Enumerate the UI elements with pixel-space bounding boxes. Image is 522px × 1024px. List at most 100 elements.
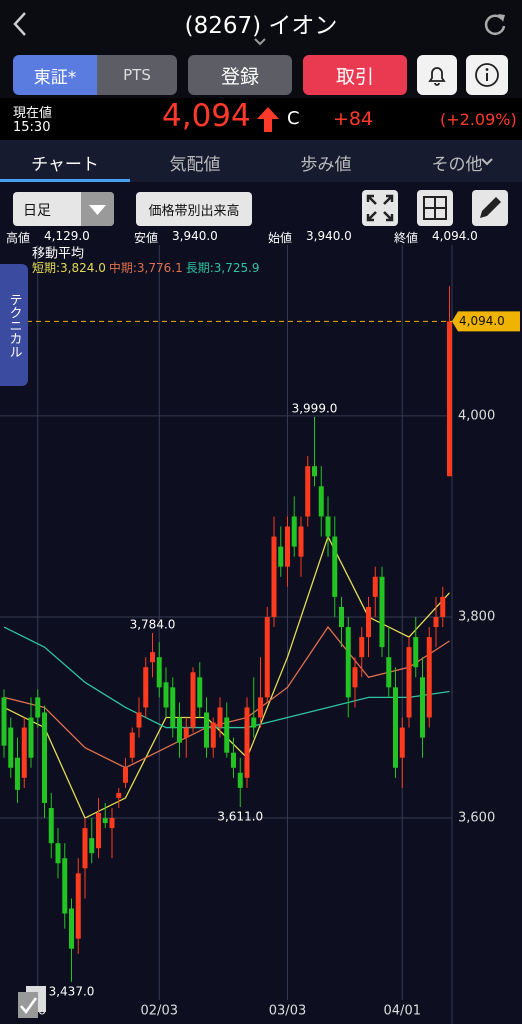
last-price-tag <box>452 311 520 332</box>
tab[interactable]: 歩み値 <box>300 154 352 175</box>
candle-body <box>278 546 284 567</box>
pts-button[interactable]: PTS <box>97 55 177 95</box>
up-arrow <box>257 107 279 132</box>
price-flag: C <box>287 108 300 129</box>
high-low-label: 3,611.0 <box>217 809 263 823</box>
ohlc-value: 3,940.0 <box>172 229 218 243</box>
candle-body <box>109 818 115 829</box>
candle-body <box>96 813 101 849</box>
market-button[interactable]: 東証* <box>13 55 97 95</box>
chart: 移動平均 3,6003,8004,0000602/0303/0304/01短期:… <box>0 245 520 1024</box>
title-chevron[interactable] <box>253 37 267 47</box>
alert-button[interactable] <box>417 55 457 95</box>
candle-body <box>15 757 20 790</box>
candle-body <box>345 627 351 698</box>
title: (8267) イオン <box>184 13 338 39</box>
x-tick-label: 02/03 <box>141 1004 178 1019</box>
candle-body <box>413 637 419 668</box>
fullscreen-icon <box>366 194 394 222</box>
candle-body <box>55 843 61 864</box>
period-select[interactable]: 日足 <box>13 192 114 226</box>
trade-button[interactable]: 取引 <box>303 55 407 95</box>
ohlc-label: 始値 <box>268 231 293 245</box>
candle-body <box>217 707 223 728</box>
candle-body <box>366 606 371 638</box>
change: +84 <box>333 108 374 130</box>
info-button[interactable] <box>466 55 508 95</box>
candle-body <box>291 516 297 547</box>
volume-profile-button[interactable]: 価格帯別出来高 <box>136 192 252 226</box>
back-button[interactable] <box>10 10 30 38</box>
candle-body <box>35 697 41 718</box>
candle-body <box>210 722 216 748</box>
candle-body <box>183 727 189 738</box>
quote-row: 現在値 15:30 4,094 C +84 (+2.09%) <box>0 98 522 140</box>
pencil-icon <box>480 197 501 218</box>
candle-body <box>156 657 162 688</box>
change-pct: (+2.09%) <box>440 110 517 129</box>
legend-entry: 短期:3,824.0 <box>32 261 106 275</box>
refresh-button[interactable] <box>482 11 508 37</box>
dropdown <box>81 192 114 226</box>
tab-bar <box>0 140 522 182</box>
candle-body <box>42 712 47 803</box>
candle-body <box>399 727 405 758</box>
candle-body <box>251 717 257 728</box>
header: (8267) イオン <box>0 0 522 50</box>
candle-body <box>224 717 230 753</box>
x-tick-label: 04/01 <box>384 1004 421 1019</box>
candle-body <box>258 697 263 718</box>
high-low-label: 3,437.0 <box>49 984 95 998</box>
candle-body <box>271 536 277 617</box>
candle-body <box>447 321 452 477</box>
tab-indicator <box>0 179 130 182</box>
y-tick-label: 4,000 <box>458 408 495 423</box>
candle-body <box>433 616 439 628</box>
candle-body <box>244 707 250 778</box>
draw-button[interactable] <box>472 190 508 226</box>
candle-body <box>285 526 290 567</box>
candle-body <box>440 596 446 617</box>
ohlc-label: 高値 <box>6 231 31 245</box>
candle-body <box>264 616 270 698</box>
fullscreen-button[interactable] <box>362 190 398 226</box>
technical-tab[interactable]: テクニカル <box>0 264 28 386</box>
candle-body <box>28 717 34 758</box>
quote-time: 15:30 <box>13 120 51 135</box>
quote-label: 現在値 <box>13 106 53 121</box>
candle-body <box>21 727 27 778</box>
bell-icon <box>428 67 446 86</box>
candle-body <box>339 606 344 628</box>
candle-body <box>197 677 203 708</box>
tab[interactable]: その他 <box>431 154 483 175</box>
tab-chevron <box>481 158 493 166</box>
candle-body <box>318 486 324 517</box>
candle-body <box>69 908 74 949</box>
candle-body <box>386 657 392 688</box>
dropdown-arrow <box>89 205 106 215</box>
candle-body <box>48 807 54 844</box>
candle-body <box>116 792 122 798</box>
tab[interactable]: チャート <box>31 154 99 175</box>
candle-body <box>305 466 311 517</box>
register-button[interactable]: 登録 <box>188 55 292 95</box>
tab[interactable]: 気配値 <box>169 154 221 175</box>
ohlc-value: 3,940.0 <box>306 229 352 243</box>
candle-body <box>136 712 142 728</box>
last-price-label: 4,094.0 <box>459 314 505 328</box>
high-low-label: 3,784.0 <box>130 618 176 632</box>
high-low-label: 3,999.0 <box>292 401 338 415</box>
layout-button[interactable] <box>417 190 453 226</box>
candle-body <box>237 772 243 788</box>
y-tick-label: 3,800 <box>458 609 495 624</box>
candle-body <box>231 752 236 768</box>
candle-body <box>372 576 378 597</box>
candle-body <box>204 712 209 748</box>
candle-body <box>62 858 68 914</box>
y-tick-label: 3,600 <box>458 811 495 826</box>
x-tick-label: 03/03 <box>269 1004 306 1019</box>
candle-body <box>352 667 358 688</box>
doc-icon[interactable] <box>12 984 50 1020</box>
candle-body <box>75 873 81 939</box>
candle-body <box>170 687 176 728</box>
